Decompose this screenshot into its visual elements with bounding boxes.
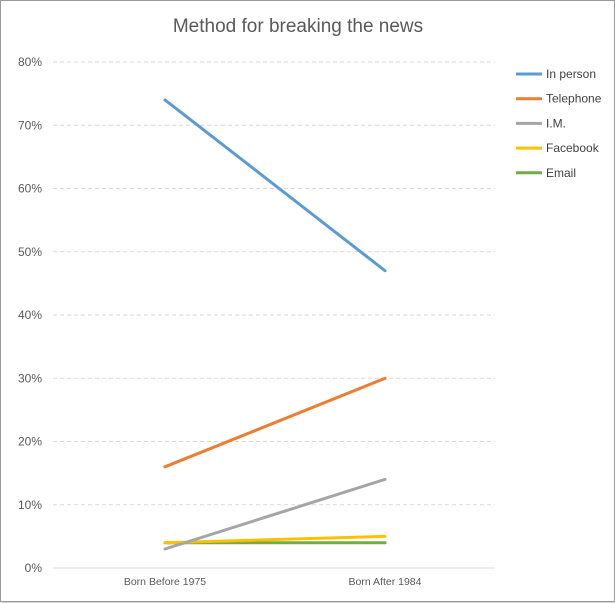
x-tick-label: Born After 1984 (349, 576, 422, 588)
legend: In person Telephone I.M. Facebook Email (516, 67, 602, 180)
series-line-in-person (163, 98, 387, 273)
legend-label: Telephone (546, 92, 602, 106)
legend-item: Email (516, 166, 576, 180)
y-tick-label: 40% (18, 308, 42, 322)
gridlines (53, 61, 495, 506)
legend-label: Email (546, 166, 576, 180)
legend-label: I.M. (546, 116, 566, 130)
chart-title: Method for breaking the news (173, 16, 423, 37)
series-line-telephone (163, 376, 387, 469)
y-tick-label: 60% (18, 182, 42, 196)
legend-item: Telephone (516, 92, 602, 106)
y-tick-label: 30% (18, 371, 42, 385)
series-line-facebook (163, 534, 387, 545)
legend-item: Facebook (516, 141, 600, 155)
y-tick-label: 50% (18, 245, 42, 259)
x-tick-label: Born Before 1975 (124, 576, 206, 588)
x-axis: Born Before 1975 Born After 1984 (53, 567, 495, 588)
y-tick-label: 70% (18, 118, 42, 132)
legend-item: In person (516, 67, 596, 81)
series-line-i-m (163, 477, 387, 551)
y-tick-label: 10% (18, 498, 42, 512)
legend-label: Facebook (546, 141, 600, 155)
series-lines (163, 98, 387, 551)
legend-item: I.M. (516, 116, 566, 130)
y-axis: 0% 10% 20% 30% 40% 50% 60% 70% 80% (18, 55, 42, 575)
y-tick-label: 80% (18, 55, 42, 69)
legend-label: In person (546, 67, 596, 81)
y-tick-label: 20% (18, 435, 42, 449)
y-tick-label: 0% (25, 561, 43, 575)
